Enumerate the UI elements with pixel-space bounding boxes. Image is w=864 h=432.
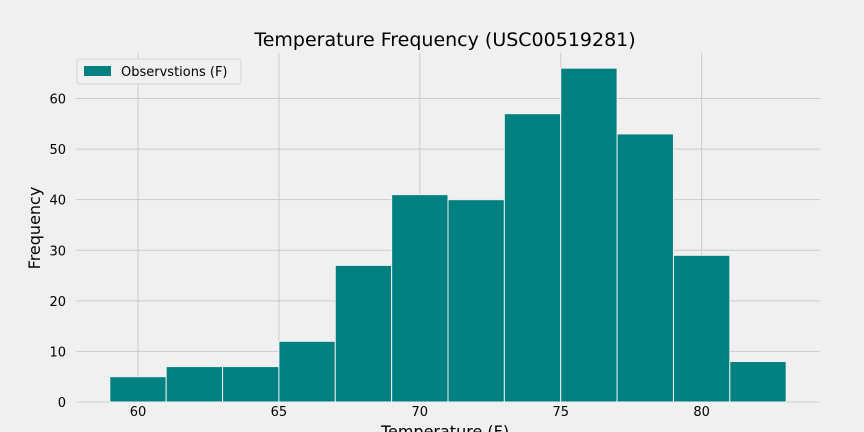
y-axis-ticks: 0 10 20 30 40 50 60 bbox=[49, 93, 66, 411]
y-tick-label: 0 bbox=[58, 396, 66, 411]
x-tick-label: 75 bbox=[552, 405, 569, 420]
x-tick-label: 65 bbox=[271, 405, 288, 420]
chart-title: Temperature Frequency (USC00519281) bbox=[253, 29, 635, 51]
x-tick-label: 70 bbox=[412, 405, 429, 420]
histogram-bar bbox=[222, 366, 280, 403]
x-tick-label: 80 bbox=[693, 405, 710, 420]
histogram-bar bbox=[109, 376, 167, 403]
x-axis-ticks: 60 65 70 75 80 bbox=[130, 405, 710, 420]
legend-label: Observstions (F) bbox=[121, 65, 228, 80]
x-axis-label: Temperature (F) bbox=[380, 422, 509, 432]
legend-swatch bbox=[84, 66, 111, 76]
histogram-bar bbox=[729, 361, 787, 403]
y-axis-label: Frequency bbox=[25, 187, 44, 270]
y-tick-label: 30 bbox=[49, 244, 66, 259]
legend-box bbox=[76, 58, 242, 85]
histogram-bar bbox=[165, 366, 224, 403]
histogram-bar bbox=[672, 254, 731, 403]
legend: Observstions (F) bbox=[76, 58, 242, 85]
histogram-bar bbox=[334, 264, 393, 403]
histogram-bar bbox=[616, 133, 674, 403]
y-tick-label: 40 bbox=[49, 194, 66, 209]
histogram-bar bbox=[391, 194, 449, 403]
y-tick-label: 10 bbox=[49, 345, 66, 360]
histogram-bar bbox=[560, 67, 618, 403]
x-tick-label: 60 bbox=[130, 405, 147, 420]
histogram-bars bbox=[109, 67, 787, 403]
histogram-bar bbox=[278, 340, 336, 403]
y-tick-label: 20 bbox=[49, 295, 66, 310]
y-tick-label: 50 bbox=[49, 143, 66, 158]
histogram-bar bbox=[447, 199, 505, 403]
y-tick-label: 60 bbox=[49, 93, 66, 108]
histogram-bar bbox=[503, 113, 562, 403]
